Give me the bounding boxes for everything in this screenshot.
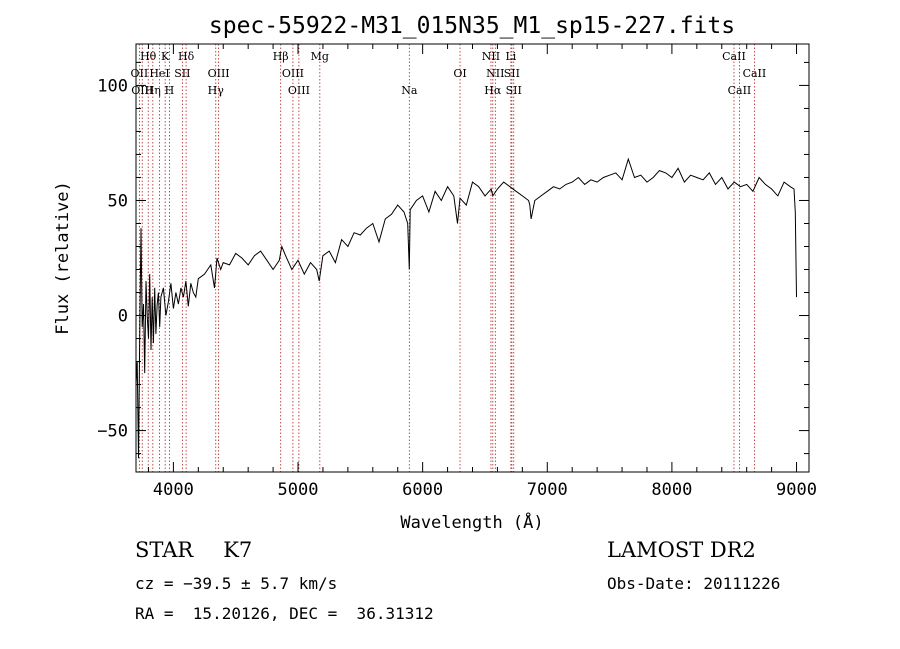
spectral-line-label: CaII: [722, 50, 746, 63]
spectral-line-label: SII: [504, 67, 520, 80]
y-axis-label: Flux (relative): [53, 181, 73, 335]
x-tick-label: 8000: [651, 480, 692, 500]
obs-date-text: Obs-Date: 20111226: [607, 574, 781, 593]
object-class: STAR K7: [135, 538, 252, 562]
spectral-line-label: OIII: [282, 67, 304, 80]
x-tick-label: 7000: [527, 480, 568, 500]
x-axis-label: Wavelength (Å): [400, 511, 543, 533]
spectral-line-label: OIII: [288, 84, 310, 97]
subclass-text: K7: [223, 538, 253, 562]
spectral-line-label: SII: [506, 84, 522, 97]
y-tick-label: 100: [97, 76, 128, 96]
spectral-line-label: Li: [505, 50, 516, 63]
spectral-line-markers: [138, 44, 755, 472]
spectral-line-label: Hθ: [140, 50, 157, 63]
chart-title: spec-55922-M31_015N35_M1_sp15-227.fits: [209, 13, 735, 39]
spectral-line-label: NII: [486, 67, 504, 80]
spectral-line-label: CaII: [728, 84, 752, 97]
spectral-line-label: CaII: [743, 67, 767, 80]
x-tick-label: 9000: [776, 480, 817, 500]
spectral-line-label: SII: [174, 67, 190, 80]
class-text: STAR: [135, 538, 194, 562]
redshift-text: cz = −39.5 ± 5.7 km/s: [135, 574, 338, 593]
spectral-line-label: OI: [453, 67, 466, 80]
plot-frame: [135, 43, 810, 473]
spectral-line-label: K: [161, 50, 170, 63]
spectrum-line: [135, 157, 797, 459]
spectral-line-label: NII: [482, 50, 500, 63]
coordinates-text: RA = 15.20126, DEC = 36.31312: [135, 604, 434, 623]
spectral-line-label: OIII: [208, 67, 230, 80]
y-tick-label: 50: [108, 191, 128, 211]
spectral-line-label: H: [165, 84, 175, 97]
x-axis: 4000 5000 6000 7000 8000 9000: [147, 44, 817, 500]
spectral-line-label: Hη: [145, 84, 161, 97]
spectral-line-label: Na: [401, 84, 418, 97]
survey-name: LAMOST DR2: [607, 538, 756, 562]
x-tick-label: 6000: [402, 480, 443, 500]
spectral-line-label: Mg: [311, 50, 329, 63]
y-tick-label: −50: [97, 422, 128, 442]
y-tick-label: 0: [118, 307, 128, 327]
x-tick-label: 5000: [278, 480, 319, 500]
spectral-line-label: Hγ: [208, 84, 225, 97]
spectral-line-label: Hδ: [178, 50, 195, 63]
y-axis: −50 0 50 100: [97, 61, 809, 455]
spectral-line-label: Hα: [484, 84, 502, 97]
spectral-line-label: HeI: [149, 67, 169, 80]
spectral-line-label: Hβ: [273, 50, 289, 63]
spectral-line-label: OII: [131, 67, 149, 80]
spectral-line-label: OIII: [131, 84, 153, 97]
x-tick-label: 4000: [153, 480, 194, 500]
